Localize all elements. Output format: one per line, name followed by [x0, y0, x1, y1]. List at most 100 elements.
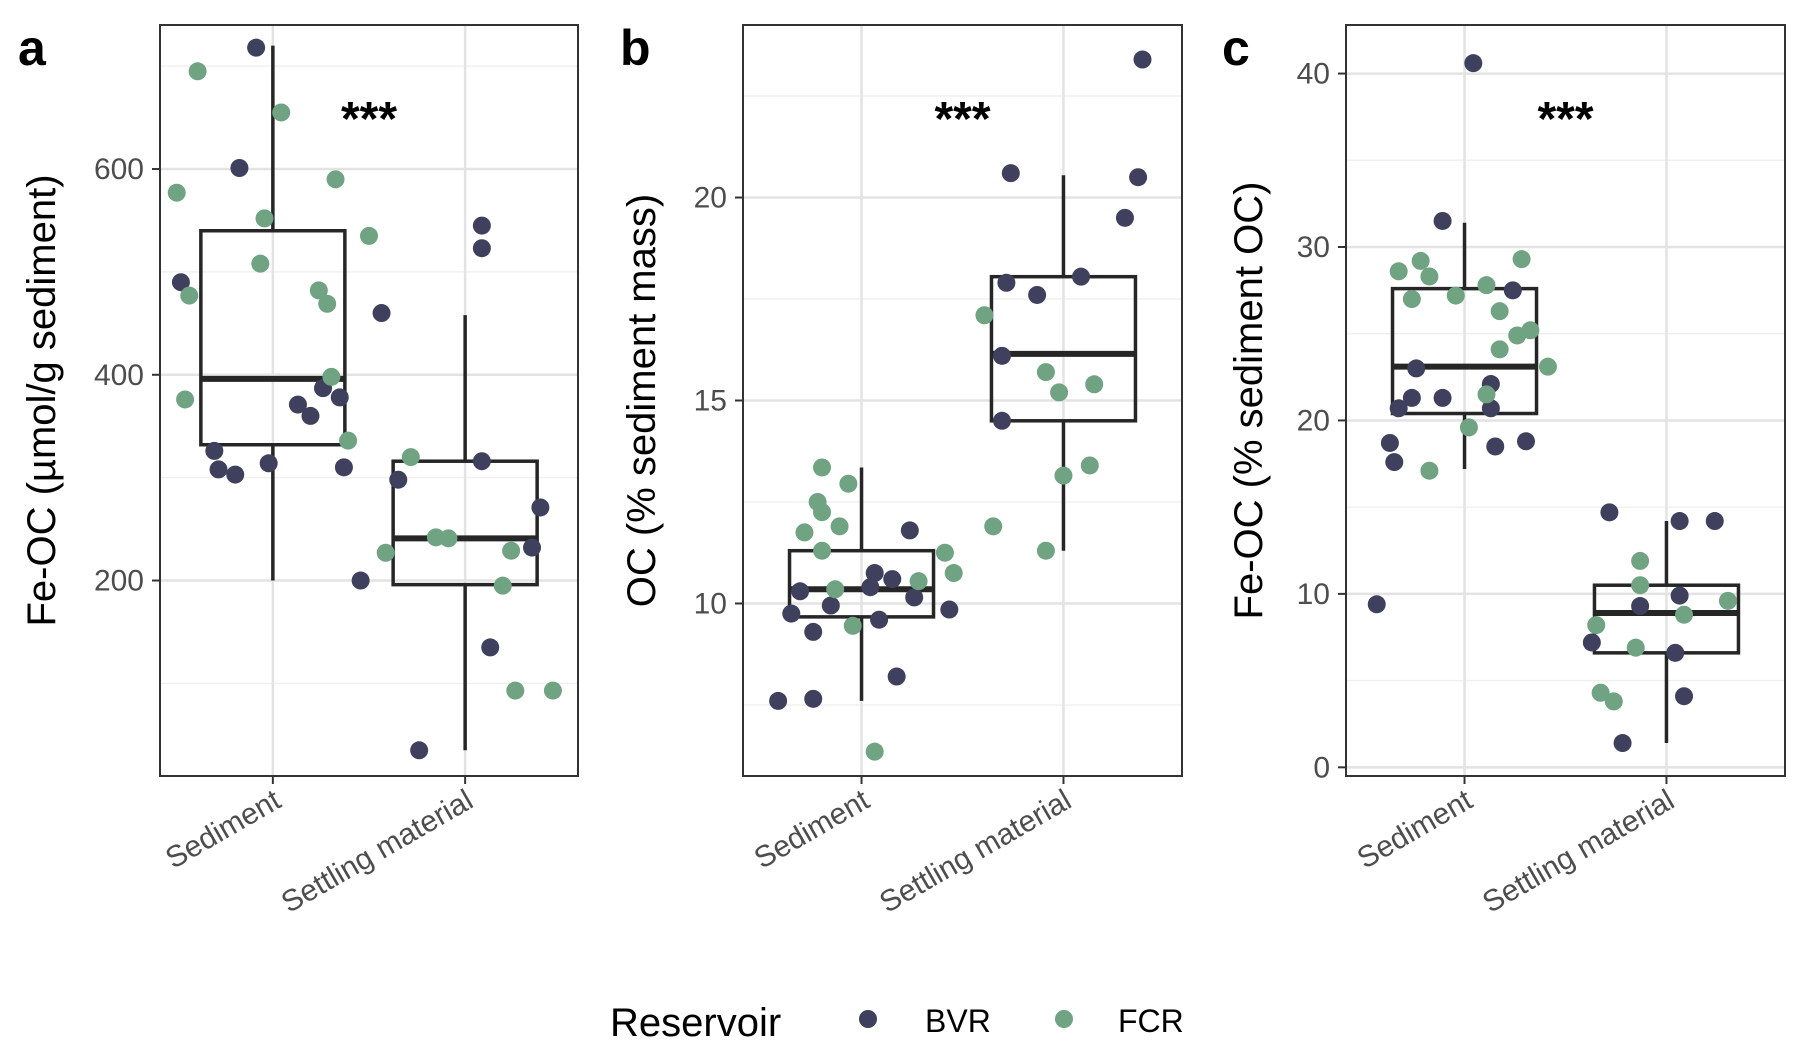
panel-border [1345, 24, 1786, 777]
point-bvr [205, 441, 224, 460]
point-fcr [1402, 290, 1421, 309]
point-fcr [1587, 616, 1606, 635]
point-fcr [322, 367, 341, 386]
x-tick-label: Settling material [1477, 783, 1680, 919]
point-fcr [935, 543, 954, 562]
point-fcr [1420, 267, 1439, 286]
point-fcr [493, 576, 512, 595]
x-tick-label: Sediment [160, 783, 287, 875]
y-tick-label: 20 [1297, 404, 1330, 437]
box-1 [391, 315, 539, 751]
point-bvr [1600, 503, 1619, 522]
point-fcr [975, 306, 994, 325]
point-bvr [1503, 281, 1522, 300]
panel-letter: b [620, 20, 651, 76]
legend-label-bvr: BVR [925, 1003, 991, 1039]
point-bvr [247, 38, 266, 57]
point-bvr [1028, 285, 1047, 304]
point-bvr [791, 582, 810, 601]
point-fcr [360, 226, 378, 245]
point-fcr [944, 564, 963, 583]
point-fcr [826, 580, 845, 599]
point-bvr [301, 406, 320, 425]
point-fcr [1477, 385, 1496, 404]
point-bvr [870, 610, 889, 629]
point-fcr [1080, 456, 1099, 475]
point-bvr [887, 667, 906, 686]
point-bvr [1582, 633, 1601, 652]
point-bvr [230, 158, 249, 177]
point-fcr [543, 681, 562, 700]
point-fcr [843, 616, 862, 635]
y-tick-label: 600 [94, 153, 144, 186]
point-bvr [171, 273, 190, 292]
box-0 [787, 467, 936, 701]
point-fcr [1054, 466, 1073, 485]
x-tick-label: Sediment [1352, 783, 1479, 875]
box-iqr [391, 459, 539, 587]
y-tick-label: 200 [94, 565, 144, 598]
point-bvr [1464, 54, 1483, 73]
point-bvr [1072, 267, 1091, 286]
point-bvr [1380, 433, 1399, 452]
x-tick-label: Settling material [874, 783, 1077, 919]
point-fcr [376, 543, 395, 562]
point-bvr [782, 604, 801, 623]
point-fcr [318, 294, 337, 313]
y-axis-label: Fe-OC (µmol/g sediment) [20, 174, 64, 626]
panel-c: 0 10 20 30 40 Sediment Settling material Fe-OC … [1222, 20, 1786, 920]
panel-border [159, 24, 579, 777]
point-bvr [259, 454, 278, 473]
point-bvr [1666, 643, 1685, 662]
point-fcr [1626, 638, 1645, 657]
point-fcr [1604, 692, 1623, 711]
point-fcr [1591, 683, 1610, 702]
point-bvr [1389, 399, 1408, 418]
box-iqr [199, 229, 347, 447]
point-fcr [1477, 276, 1496, 295]
point-bvr [1115, 208, 1134, 227]
point-bvr [1705, 512, 1724, 531]
legend: Reservoir BVR FCR [610, 1001, 1184, 1045]
point-fcr [1718, 591, 1737, 610]
point-bvr [372, 304, 391, 323]
point-bvr [1675, 687, 1694, 706]
point-bvr [351, 571, 370, 590]
point-bvr [288, 395, 307, 414]
y-tick-label: 400 [94, 359, 144, 392]
box-iqr [989, 274, 1138, 423]
point-bvr [883, 570, 902, 589]
point-fcr [272, 103, 291, 122]
point-bvr [804, 622, 823, 641]
point-fcr [1085, 375, 1104, 394]
point-fcr [1420, 461, 1439, 480]
point-bvr [410, 741, 429, 760]
point-bvr [1631, 597, 1650, 616]
point-fcr [255, 209, 274, 228]
point-fcr [506, 681, 525, 700]
point-bvr [769, 691, 788, 710]
point-fcr [180, 286, 199, 305]
point-bvr [1001, 164, 1020, 183]
point-bvr [997, 273, 1016, 292]
point-bvr [1402, 388, 1421, 407]
x-tick-label: Settling material [276, 783, 479, 919]
point-bvr [1129, 168, 1148, 187]
point-fcr [326, 170, 345, 189]
point-fcr [401, 448, 420, 467]
point-fcr [1459, 418, 1478, 437]
point-fcr [839, 474, 858, 493]
point-bvr [523, 538, 542, 557]
point-fcr [176, 390, 195, 409]
point-fcr [1512, 250, 1531, 269]
box-1 [989, 175, 1138, 551]
point-bvr [905, 588, 924, 607]
point-fcr [1389, 262, 1408, 281]
point-fcr [502, 541, 521, 560]
point-bvr [1133, 50, 1152, 69]
y-tick-label: 30 [1297, 231, 1330, 264]
point-bvr [1670, 512, 1689, 531]
point-fcr [909, 572, 928, 591]
